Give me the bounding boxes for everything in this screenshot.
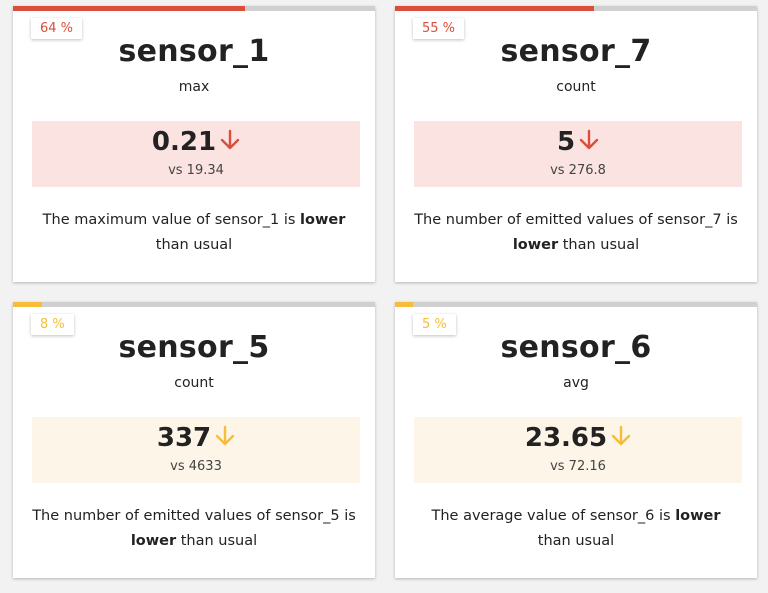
sensor-name: sensor_1 — [118, 34, 270, 69]
anomaly-card[interactable]: 55 % sensor_7 count 5 vs 276.8 The numbe… — [395, 6, 757, 282]
score-progress-track — [395, 302, 757, 307]
score-progress-track — [395, 6, 757, 11]
value-box: 337 vs 4633 — [32, 417, 360, 483]
score-progress-fill — [13, 6, 245, 11]
current-value: 337 — [156, 423, 212, 453]
current-value: 23.65 — [524, 423, 608, 453]
description: The number of emitted values of sensor_7… — [414, 212, 738, 253]
current-value: 5 — [556, 127, 576, 157]
anomaly-card[interactable]: 5 % sensor_6 avg 23.65 vs 72.16 The aver… — [395, 302, 757, 578]
value-box: 23.65 vs 72.16 — [414, 417, 742, 483]
value-box: 5 vs 276.8 — [414, 121, 742, 187]
comparison-value: vs 4633 — [170, 459, 222, 474]
sensor-name: sensor_5 — [118, 330, 270, 365]
description: The maximum value of sensor_1 is lower t… — [42, 212, 346, 253]
aggregation-label: count — [556, 79, 596, 95]
score-badge: 55 % — [413, 18, 465, 39]
score-badge: 8 % — [31, 314, 74, 335]
score-progress-track — [13, 302, 375, 307]
score-progress-fill — [13, 302, 42, 307]
comparison-value: vs 72.16 — [550, 459, 606, 474]
score-progress-track — [13, 6, 375, 11]
arrow-down-icon — [611, 422, 631, 456]
arrow-down-icon — [220, 126, 240, 160]
anomaly-card[interactable]: 64 % sensor_1 max 0.21 vs 19.34 The maxi… — [13, 6, 375, 282]
aggregation-label: count — [174, 375, 214, 391]
description: The average value of sensor_6 is lower t… — [431, 508, 721, 549]
description: The number of emitted values of sensor_5… — [32, 508, 356, 549]
current-value: 0.21 — [151, 127, 217, 157]
comparison-value: vs 276.8 — [550, 163, 606, 178]
sensor-name: sensor_7 — [500, 34, 652, 69]
arrow-down-icon — [579, 126, 599, 160]
aggregation-label: avg — [563, 375, 589, 391]
score-progress-fill — [395, 6, 595, 11]
comparison-value: vs 19.34 — [168, 163, 224, 178]
value-box: 0.21 vs 19.34 — [32, 121, 360, 187]
score-badge: 64 % — [31, 18, 83, 39]
anomaly-card[interactable]: 8 % sensor_5 count 337 vs 4633 The numbe… — [13, 302, 375, 578]
arrow-down-icon — [215, 422, 235, 456]
score-badge: 5 % — [413, 314, 456, 335]
sensor-name: sensor_6 — [500, 330, 652, 365]
score-progress-fill — [395, 302, 414, 307]
aggregation-label: max — [178, 79, 210, 95]
